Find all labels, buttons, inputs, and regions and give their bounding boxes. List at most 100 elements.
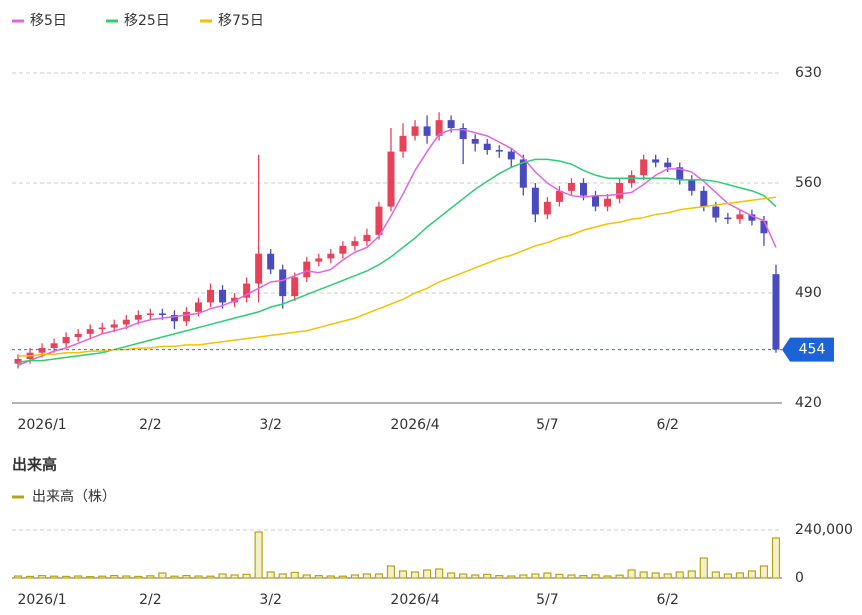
candle-body xyxy=(110,324,118,328)
candle-body xyxy=(86,329,94,334)
candle-body xyxy=(579,183,587,196)
candle-body xyxy=(664,162,672,168)
volume-bar xyxy=(398,570,408,579)
volume-bar xyxy=(278,573,287,579)
volume-bar xyxy=(723,573,732,579)
volume-bar xyxy=(206,575,215,579)
x-tick-label: 3/2 xyxy=(259,417,282,433)
candle-body xyxy=(748,214,756,221)
candle-body xyxy=(327,253,335,259)
volume-bar xyxy=(519,574,528,579)
candle-body xyxy=(688,179,696,191)
volume-bar xyxy=(254,531,263,579)
volume-bar xyxy=(110,574,119,579)
candle-body xyxy=(712,206,720,218)
volume-bar xyxy=(218,573,227,579)
x-tick-label: 5/7 xyxy=(536,417,559,433)
last-price-label: 454 xyxy=(799,342,826,358)
x-tick-label: 2026/4 xyxy=(390,417,439,433)
candle-body xyxy=(291,277,299,297)
volume-title: 出来高 xyxy=(12,456,57,474)
candle-body xyxy=(459,128,467,139)
candle-body xyxy=(207,289,215,303)
candle-body xyxy=(628,175,636,183)
volume-bar xyxy=(627,569,636,579)
candle-body xyxy=(122,319,130,325)
legend-label: 移75日 xyxy=(218,13,264,29)
x-tick-label: 2026/1 xyxy=(17,592,66,608)
ma-line xyxy=(18,196,777,357)
volume-bar xyxy=(543,572,552,579)
x-tick-label: 5/7 xyxy=(536,592,559,608)
candle-body xyxy=(38,348,46,353)
candle-body xyxy=(531,187,539,215)
volume-bar xyxy=(25,575,35,579)
y-tick-label: 630 xyxy=(795,65,822,81)
last-price-tag xyxy=(782,337,834,362)
candle-body xyxy=(182,311,190,322)
candle-body xyxy=(134,315,142,320)
candle-body xyxy=(267,253,275,270)
volume-bar xyxy=(86,575,95,579)
candle-body xyxy=(255,253,263,284)
volume-bar xyxy=(531,573,540,579)
volume-bar xyxy=(507,575,516,579)
x-tick-label: 2026/4 xyxy=(390,592,439,608)
volume-bar xyxy=(230,574,239,579)
volume-bar xyxy=(422,569,432,579)
candle-body xyxy=(74,333,82,337)
volume-bar xyxy=(459,573,468,579)
volume-bar xyxy=(471,574,480,579)
candle-body xyxy=(219,289,227,303)
volume-bar xyxy=(362,573,372,579)
candle-body xyxy=(483,143,491,150)
y-tick-label: 560 xyxy=(795,175,822,191)
y-tick-label: 490 xyxy=(795,285,822,301)
candle-body xyxy=(363,234,371,242)
volume-bar xyxy=(74,575,83,579)
candle-body xyxy=(423,126,431,136)
volume-bar xyxy=(374,573,384,579)
candle-body xyxy=(158,313,166,315)
volume-bar xyxy=(651,572,660,579)
volume-bar xyxy=(182,574,191,579)
volume-bar xyxy=(603,575,612,579)
candle-body xyxy=(495,150,503,152)
ma-line xyxy=(17,128,777,366)
candle-body xyxy=(14,359,22,364)
candle-body xyxy=(303,261,311,278)
volume-bar xyxy=(62,575,71,579)
volume-bar xyxy=(699,557,708,579)
volume-bar xyxy=(711,571,720,579)
candle-body xyxy=(760,220,768,234)
volume-bar xyxy=(158,572,167,579)
legend-label: 移25日 xyxy=(124,13,170,29)
candle-body xyxy=(194,302,202,312)
volume-bar xyxy=(567,574,576,579)
volume-bar xyxy=(759,565,769,579)
volume-bar xyxy=(134,575,143,579)
volume-bar xyxy=(687,570,696,579)
volume-bar xyxy=(639,571,648,579)
candle-body xyxy=(351,241,359,246)
candle-body xyxy=(243,283,251,298)
volume-bar xyxy=(314,574,323,579)
candle-body xyxy=(555,190,563,202)
candle-body xyxy=(543,201,551,215)
volume-bar xyxy=(242,573,251,579)
y-tick-label: 0 xyxy=(795,570,804,586)
volume-bar xyxy=(591,574,600,579)
volume-bar xyxy=(747,570,757,579)
volume-bar xyxy=(435,568,444,579)
candle-body xyxy=(279,269,287,297)
candle-body xyxy=(146,313,154,315)
candle-body xyxy=(435,120,443,136)
candle-body xyxy=(604,198,612,207)
volume-bar xyxy=(675,571,684,579)
volume-bar xyxy=(579,574,588,579)
volume-bar xyxy=(495,574,504,579)
volume-bar xyxy=(98,575,107,579)
volume-bar xyxy=(170,575,179,579)
volume-bar xyxy=(326,575,335,579)
volume-bar xyxy=(663,573,672,579)
